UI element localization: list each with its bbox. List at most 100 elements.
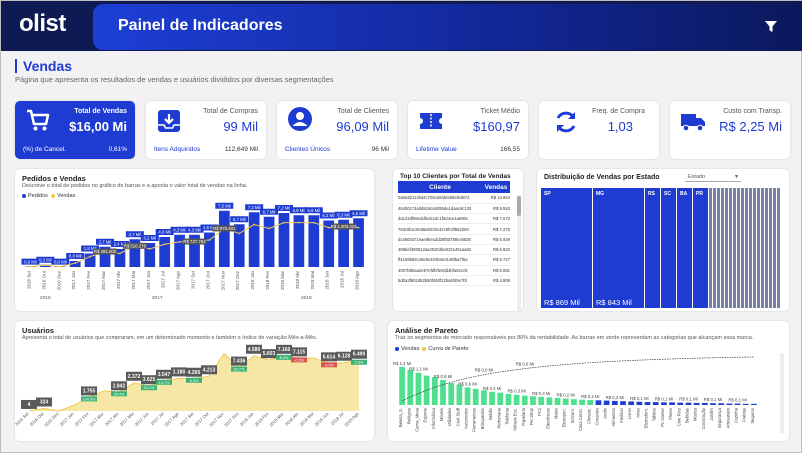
bar-pareto[interactable] — [710, 403, 716, 405]
table-row[interactable]: ff4159b92c40ebe40454e3148f5a7f6a R$ 6.727 — [398, 254, 510, 266]
point-vendas[interactable] — [312, 221, 315, 224]
table-row[interactable]: dc4802a71eae9be1dd28f5d788ceb526 R$ 6.929 — [398, 234, 510, 245]
table-row[interactable]: 0a0a92112bd4c708ca5fde585afed872 R$ 13.66… — [398, 193, 510, 204]
bar-pareto[interactable] — [742, 403, 749, 405]
bar-pareto[interactable] — [595, 400, 602, 405]
bar-pedidos[interactable] — [189, 234, 200, 267]
bar-pareto[interactable] — [513, 394, 520, 405]
bar-pedidos[interactable] — [278, 213, 290, 267]
bar-pedidos[interactable] — [84, 253, 96, 268]
point-vendas[interactable] — [327, 226, 330, 229]
bar-pareto[interactable] — [611, 400, 618, 405]
bar-pareto[interactable] — [562, 398, 569, 405]
bar-pareto[interactable] — [677, 402, 684, 405]
point-vendas[interactable] — [148, 247, 151, 250]
scrollbar-thumb[interactable] — [517, 196, 521, 216]
bar-pareto[interactable] — [505, 393, 512, 405]
treemap-cell[interactable] — [677, 188, 692, 308]
bar-pareto[interactable] — [464, 387, 471, 405]
bar-pedidos[interactable] — [293, 215, 305, 267]
treemap-cell-small[interactable] — [737, 188, 740, 308]
bar-pareto[interactable] — [456, 384, 463, 405]
table-row[interactable]: 46450c74a0d8c5ca9395de1daac6c120 R$ 9.553 — [398, 203, 510, 215]
bar-pedidos[interactable] — [159, 237, 171, 267]
treemap-cell[interactable] — [693, 188, 708, 308]
bar-pareto[interactable] — [530, 396, 536, 405]
bar-pareto[interactable] — [603, 400, 610, 405]
bar-pareto[interactable] — [489, 391, 495, 405]
bar-pedidos[interactable] — [338, 219, 349, 267]
bar-pedidos[interactable] — [174, 234, 185, 267]
bar-pedidos[interactable] — [114, 249, 126, 267]
bar-pareto[interactable] — [628, 401, 635, 405]
bar-pedidos[interactable] — [233, 224, 245, 267]
bar-pareto[interactable] — [521, 395, 528, 405]
treemap-cell-small[interactable] — [717, 188, 720, 308]
bar-pedidos[interactable] — [308, 215, 320, 267]
bar-pedidos[interactable] — [144, 243, 156, 267]
point-vendas[interactable] — [238, 232, 241, 235]
point-vendas[interactable] — [178, 241, 181, 243]
bar-pareto[interactable] — [448, 383, 455, 405]
bar-pareto[interactable] — [431, 377, 438, 405]
treemap-cell-small[interactable] — [765, 188, 768, 308]
point-vendas[interactable] — [253, 223, 256, 226]
point-vendas[interactable] — [59, 265, 62, 268]
bar-pareto[interactable] — [652, 402, 659, 405]
point-vendas[interactable] — [89, 255, 92, 258]
point-vendas[interactable] — [357, 226, 360, 229]
treemap-cell-small[interactable] — [729, 188, 732, 308]
filter-icon[interactable] — [765, 21, 777, 33]
bar-pareto[interactable] — [546, 397, 553, 405]
bar-pareto[interactable] — [440, 380, 446, 405]
treemap-cell[interactable] — [541, 188, 592, 308]
bar-pedidos[interactable] — [248, 212, 260, 267]
treemap-cell-small[interactable] — [773, 188, 776, 308]
bar-pareto[interactable] — [481, 390, 487, 405]
bar-pareto[interactable] — [718, 403, 725, 405]
bar-pareto[interactable] — [587, 400, 594, 405]
table-row[interactable]: 459bef486812aa25204be022145caa62 R$ 6.922 — [398, 244, 510, 256]
treemap-cell-small[interactable] — [725, 188, 728, 308]
treemap-cell-small[interactable] — [769, 188, 772, 308]
bar-pareto[interactable] — [497, 392, 504, 405]
treemap-cell[interactable] — [661, 188, 676, 308]
treemap-cell-small[interactable] — [753, 188, 756, 308]
bar-pedidos[interactable] — [129, 239, 141, 267]
table-row[interactable]: 5d0a2f602d52b50f460f12ba5f40e7bf R$ 4.809 — [398, 275, 510, 287]
bar-pareto[interactable] — [415, 372, 422, 405]
scrollbar-track[interactable] — [780, 353, 784, 433]
treemap-cell-small[interactable] — [721, 188, 724, 308]
treemap-cell[interactable] — [645, 188, 660, 308]
bar-pedidos[interactable] — [353, 218, 364, 267]
bar-pareto[interactable] — [669, 402, 675, 405]
point-vendas[interactable] — [74, 262, 77, 265]
table-row[interactable]: 4007b9baa2e57efdf3fe0dd4bfa62cc9 R$ 6.081 — [398, 265, 510, 276]
bar-pareto[interactable] — [693, 402, 700, 405]
point-vendas[interactable] — [297, 221, 300, 224]
bar-pareto[interactable] — [644, 402, 651, 405]
treemap-cell[interactable] — [593, 188, 644, 308]
bar-pareto[interactable] — [734, 403, 741, 405]
treemap-cell-small[interactable] — [757, 188, 760, 308]
bar-pareto[interactable] — [571, 399, 577, 405]
bar-pareto[interactable] — [399, 366, 405, 405]
treemap-cell-small[interactable] — [709, 188, 712, 308]
bar-pareto[interactable] — [726, 403, 733, 405]
treemap-cell-small[interactable] — [777, 188, 780, 308]
bar-pedidos[interactable] — [263, 216, 275, 267]
point-vendas[interactable] — [208, 239, 211, 241]
bar-pareto[interactable] — [661, 402, 667, 405]
treemap-cell-small[interactable] — [733, 188, 736, 308]
bar-pareto[interactable] — [636, 401, 643, 405]
scrollbar-track[interactable] — [517, 195, 521, 311]
table-row[interactable]: da122df9eeddfedc1dc1f6d4ce1a690c R$ 7.572 — [398, 213, 510, 225]
bar-pareto[interactable] — [538, 396, 545, 405]
treemap-cell-small[interactable] — [741, 188, 744, 308]
treemap-cell-small[interactable] — [749, 188, 752, 308]
bar-pareto[interactable] — [579, 399, 585, 405]
bar-pedidos[interactable] — [99, 246, 111, 267]
estado-select[interactable]: Estado ▼ — [685, 172, 741, 182]
table-row[interactable]: 763c8b1c9c68a0229c42c9fc6f662260 R$ 7.275 — [398, 223, 510, 235]
bar-pareto[interactable] — [685, 402, 692, 405]
